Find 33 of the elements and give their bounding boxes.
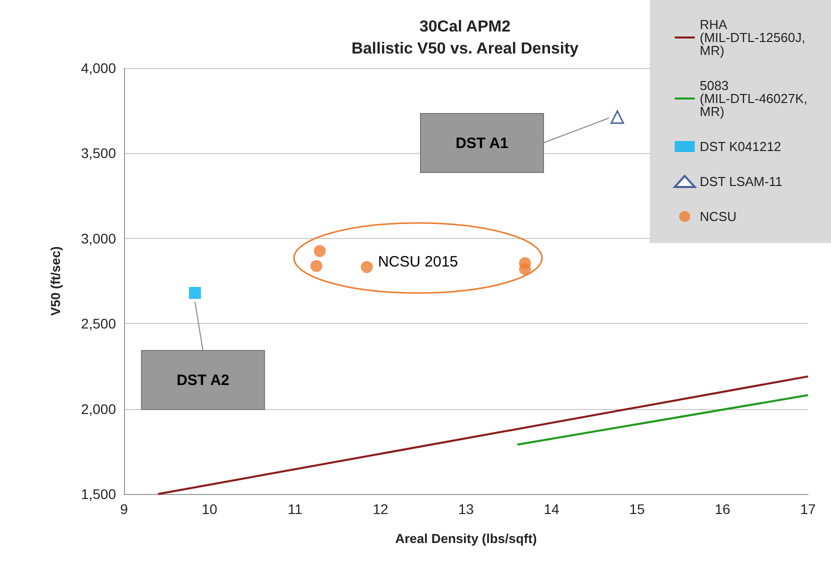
- annotation: NCSU 2015: [378, 254, 458, 270]
- x-tick-label: 16: [714, 501, 730, 517]
- y-tick-label: 2,000: [80, 400, 116, 417]
- point: [188, 286, 201, 299]
- label-box: DST A1: [420, 113, 544, 173]
- x-tick-label: 9: [120, 501, 128, 517]
- y-tick-label: 3,500: [80, 145, 116, 162]
- point: [610, 110, 624, 124]
- chart-subtitle: Ballistic V50 vs. Areal Density: [351, 40, 579, 58]
- legend-label: DST K041212: [700, 139, 782, 154]
- y-tick-label: 2,500: [80, 316, 116, 332]
- x-tick-label: 17: [800, 501, 816, 517]
- y-tick-label: 1,500: [80, 486, 116, 502]
- legend-label: RHA (MIL-DTL-12560J, MR): [700, 17, 809, 58]
- y-tick-label: 3,000: [80, 230, 116, 246]
- point: [519, 263, 531, 276]
- legend-label: NCSU: [700, 209, 737, 224]
- legend-label: DST LSAM-11: [700, 174, 782, 189]
- point: [310, 260, 322, 272]
- x-tick-label: 13: [458, 501, 474, 517]
- x-tick-label: 12: [372, 501, 388, 517]
- x-tick-label: 14: [544, 501, 560, 517]
- x-tick-label: 10: [202, 501, 218, 517]
- y-tick-label: 4,000: [80, 60, 116, 76]
- y-axis-title: V50 (ft/sec): [48, 246, 63, 316]
- x-tick-label: 11: [288, 501, 302, 517]
- point: [360, 261, 373, 274]
- label-box: DST A2: [141, 350, 265, 410]
- legend-label: 5083 (MIL-DTL-46027K, MR): [700, 78, 812, 119]
- x-axis-title: Areal Density (lbs/sqft): [395, 531, 537, 546]
- x-tick-label: 15: [629, 501, 645, 517]
- point: [314, 245, 326, 258]
- chart-title: 30Cal APM2: [420, 18, 511, 36]
